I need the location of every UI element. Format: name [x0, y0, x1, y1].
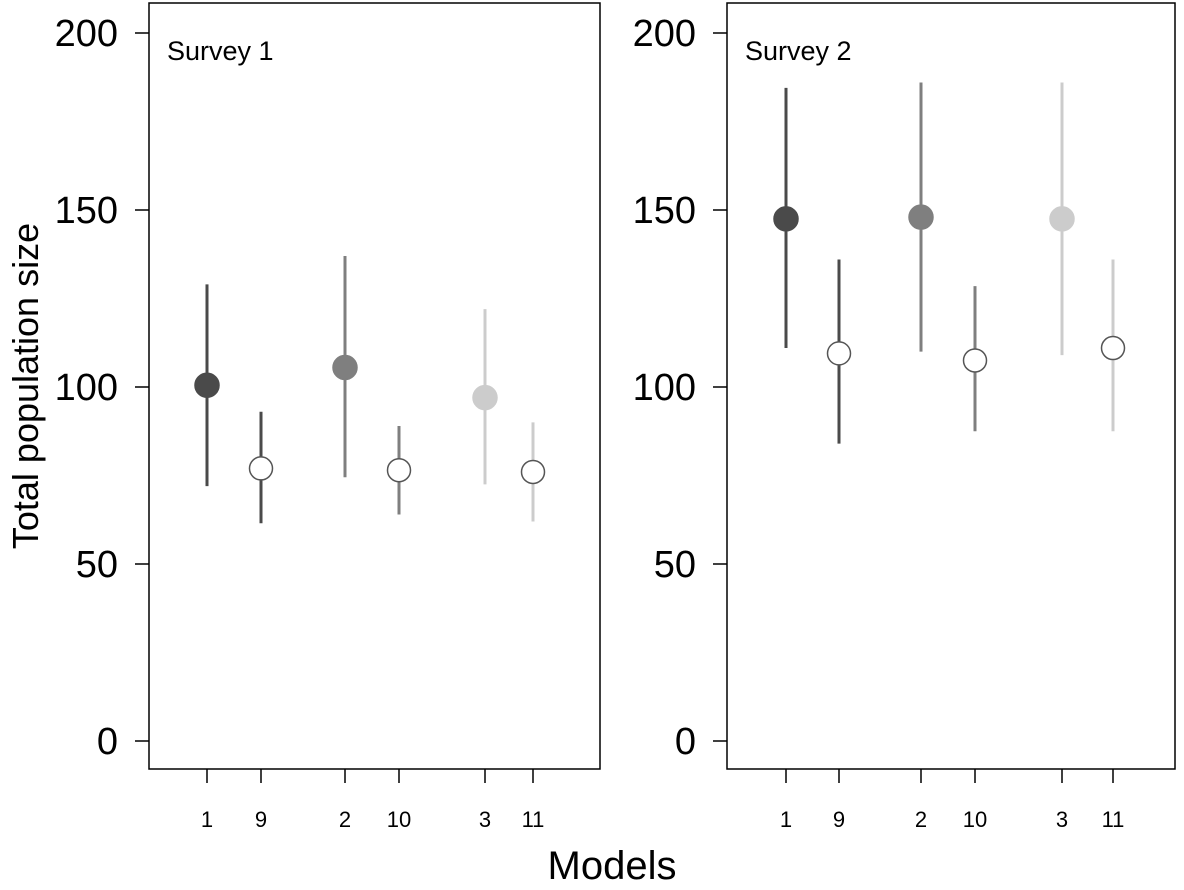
x-tick-label: 3 [479, 807, 491, 832]
panel-survey-2: Survey 2 0 50 100 150 200 1 9 2 10 3 11 [633, 2, 1176, 832]
x-tick-label: 1 [780, 807, 792, 832]
panel-title: Survey 1 [167, 36, 274, 66]
x-tick-label: 2 [339, 807, 351, 832]
y-tick-label: 150 [55, 190, 118, 232]
y-tick-label: 0 [97, 721, 118, 763]
point-model-11 [520, 459, 546, 485]
x-tick-label: 1 [201, 807, 213, 832]
y-tick-label: 100 [55, 367, 118, 409]
y-tick-label: 50 [654, 544, 696, 586]
point-model-9 [248, 456, 274, 481]
point-model-2 [908, 204, 934, 230]
panel-title: Survey 2 [745, 36, 852, 66]
point-model-2 [332, 354, 358, 381]
point-model-3 [472, 384, 498, 411]
y-tick-label: 200 [55, 13, 118, 55]
x-tick-label: 2 [915, 807, 927, 832]
point-model-1 [194, 372, 220, 398]
plot-frame [726, 2, 1176, 770]
x-tick-label: 11 [522, 807, 545, 832]
x-tick-label: 11 [1102, 807, 1125, 832]
y-tick-label: 100 [633, 367, 696, 409]
point-model-1 [773, 206, 799, 232]
y-tick-label: 150 [633, 190, 696, 232]
x-tick-label: 3 [1056, 807, 1068, 832]
x-tick-label: 10 [387, 807, 411, 832]
point-model-9 [826, 341, 852, 366]
point-model-3 [1049, 206, 1075, 232]
x-axis-label: Models [548, 844, 677, 888]
point-model-11 [1100, 335, 1126, 361]
y-tick-label: 50 [76, 544, 118, 586]
point-model-10 [386, 457, 412, 483]
panel-survey-1: Survey 1 0 50 100 150 200 1 9 2 10 3 11 [55, 2, 601, 832]
plot-frame [148, 2, 601, 770]
x-tick-label: 9 [833, 807, 845, 832]
y-axis-label: Total population size [5, 223, 46, 549]
x-tick-label: 9 [255, 807, 267, 832]
y-tick-label: 200 [633, 13, 696, 55]
y-tick-label: 0 [675, 721, 696, 763]
x-tick-label: 10 [963, 807, 987, 832]
point-model-10 [962, 348, 988, 373]
